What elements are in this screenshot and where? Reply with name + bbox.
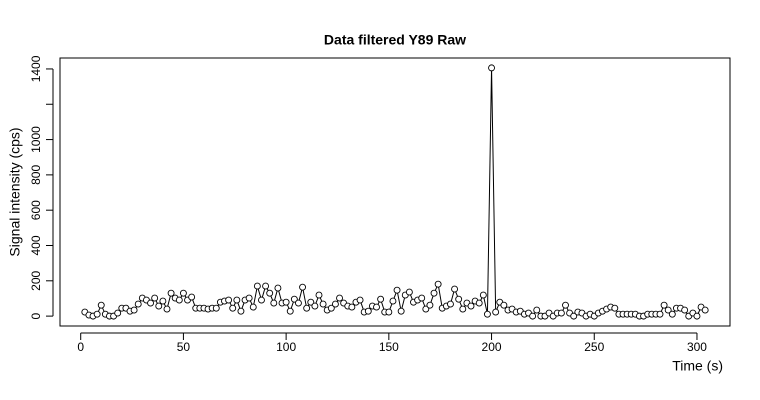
- data-point: [479, 291, 487, 299]
- data-point: [179, 289, 187, 297]
- data-point: [393, 286, 401, 294]
- data-point: [262, 282, 270, 290]
- data-point: [307, 298, 315, 306]
- x-tick-label: 50: [177, 340, 191, 354]
- data-point: [212, 304, 220, 312]
- data-point: [701, 306, 709, 314]
- y-axis-label: Signal intensity (cps): [7, 127, 23, 256]
- data-point: [336, 294, 343, 302]
- x-tick-label: 300: [687, 340, 707, 354]
- data-point: [488, 64, 495, 72]
- data-point: [475, 299, 483, 307]
- y-tick-label: 800: [29, 165, 43, 185]
- data-point: [315, 291, 323, 299]
- data-point: [286, 307, 294, 315]
- data-point: [155, 302, 163, 310]
- data-point: [299, 283, 307, 291]
- data-point: [389, 297, 397, 305]
- data-point: [500, 301, 508, 309]
- y-tick-label: 1000: [29, 126, 43, 153]
- data-point: [258, 296, 265, 304]
- data-point: [319, 300, 327, 308]
- y-tick-label: 200: [29, 270, 43, 290]
- x-tick-label: 200: [482, 340, 502, 354]
- chart-title: Data filtered Y89 Raw: [324, 32, 466, 48]
- data-point: [249, 303, 257, 311]
- y-tick-label: 400: [29, 235, 43, 255]
- data-point: [188, 293, 196, 301]
- data-point: [430, 289, 438, 297]
- data-point: [147, 299, 154, 307]
- data-point: [681, 306, 689, 314]
- data-point: [455, 295, 463, 303]
- x-tick-label: 100: [276, 340, 296, 354]
- data-point: [130, 306, 138, 314]
- x-axis-label: Time (s): [672, 358, 723, 374]
- x-tick-label: 150: [379, 340, 399, 354]
- data-point: [266, 289, 274, 297]
- data-point: [134, 300, 142, 308]
- data-point: [533, 306, 541, 314]
- y-tick-label: 1400: [29, 55, 43, 82]
- data-point: [385, 308, 393, 316]
- data-point: [656, 310, 664, 318]
- x-tick-label: 0: [77, 340, 84, 354]
- x-tick-label: 250: [584, 340, 604, 354]
- data-point: [290, 295, 298, 303]
- data-point: [274, 284, 282, 292]
- y-tick-label: 0: [29, 312, 43, 319]
- data-point: [151, 294, 159, 302]
- data-point: [229, 304, 237, 312]
- data-point: [175, 296, 183, 304]
- data-point: [426, 301, 434, 309]
- data-point: [459, 305, 467, 313]
- data-point: [422, 305, 430, 313]
- plot-frame: [59, 57, 731, 327]
- data-point: [557, 309, 565, 317]
- data-point: [364, 307, 372, 315]
- data-point: [331, 300, 339, 308]
- y-tick-label: 600: [29, 200, 43, 220]
- data-point: [562, 301, 569, 309]
- data-point: [529, 312, 537, 320]
- data-point: [270, 299, 278, 307]
- data-point: [668, 310, 676, 318]
- data-point: [405, 288, 413, 296]
- data-point: [114, 309, 122, 317]
- data-point: [159, 297, 167, 305]
- data-point: [253, 282, 261, 290]
- data-point: [93, 310, 101, 318]
- data-point: [660, 301, 668, 309]
- data-point: [225, 296, 233, 304]
- data-point: [483, 310, 491, 318]
- data-point: [373, 303, 380, 311]
- data-point: [348, 303, 356, 311]
- data-point: [237, 307, 245, 315]
- data-point: [303, 304, 311, 312]
- data-point: [570, 312, 578, 320]
- data-point: [664, 306, 672, 314]
- data-point: [397, 307, 405, 315]
- data-point: [356, 296, 364, 304]
- data-point: [492, 308, 500, 316]
- data-point: [327, 304, 335, 312]
- data-point: [167, 289, 175, 297]
- data-point: [434, 280, 442, 288]
- data-point: [97, 301, 105, 309]
- data-point: [447, 300, 454, 308]
- data-point: [451, 285, 459, 293]
- data-point: [282, 298, 290, 306]
- data-point: [163, 305, 171, 313]
- data-point: [611, 304, 619, 312]
- data-point: [233, 296, 241, 304]
- data-point: [418, 294, 426, 302]
- data-point: [693, 312, 701, 320]
- data-point: [467, 302, 475, 310]
- data-point: [311, 302, 319, 310]
- data-point: [377, 295, 385, 303]
- data-point: [295, 299, 302, 307]
- data-point: [245, 294, 253, 302]
